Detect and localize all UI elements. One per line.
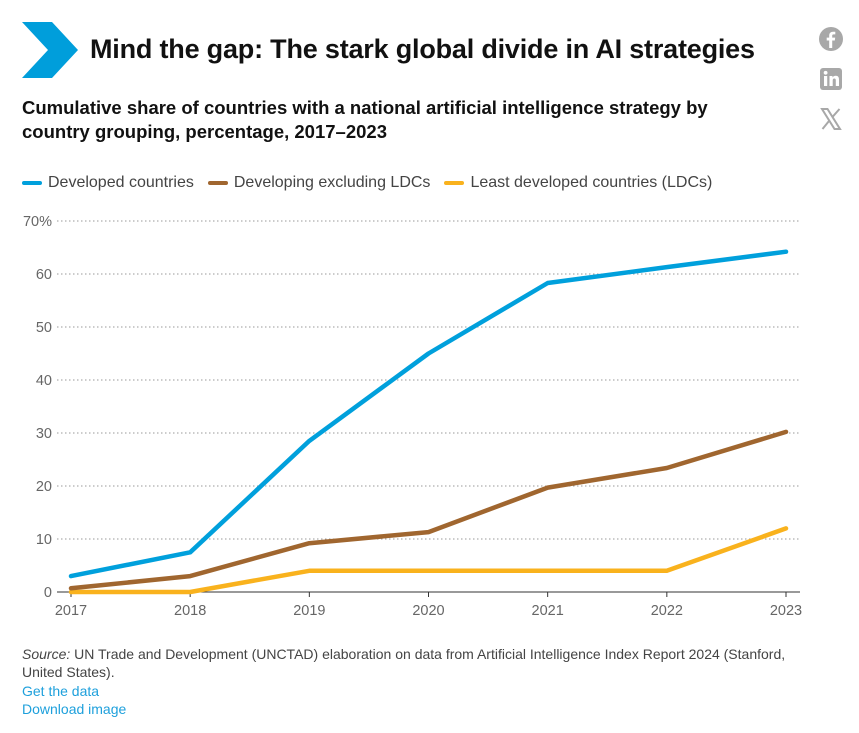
legend-item-ldc: Least developed countries (LDCs): [444, 174, 712, 192]
source-label: Source:: [22, 646, 71, 662]
x-tick-label: 2019: [293, 603, 325, 619]
legend-swatch-developing: [207, 181, 228, 185]
page-title: Mind the gap: The stark global divide in…: [90, 34, 755, 64]
source-text: UN Trade and Development (UNCTAD) elabor…: [22, 646, 786, 680]
series-line-developed-countries: [68, 249, 789, 579]
series-line-developing-excluding-ldcs: [68, 429, 789, 591]
legend-item-developing: Developing excluding LDCs: [207, 174, 431, 192]
get-data-link[interactable]: Get the data: [22, 683, 100, 699]
chart-legend: Developed countries Developing excluding…: [22, 174, 712, 192]
y-tick-label: 0: [44, 585, 52, 601]
y-tick-label: 40: [36, 373, 52, 389]
unctad-chevron-logo: [22, 22, 78, 78]
x-tick-label: 2021: [532, 603, 564, 619]
line-chart: 0 10 20 30 40 50 60 70% 2017 2018 2019 2020 2021 2022…: [23, 214, 802, 619]
chart-subtitle: Cumulative share of countries with a nat…: [22, 97, 708, 142]
x-tick-label: 2023: [770, 603, 802, 619]
x-tick-label: 2020: [412, 603, 444, 619]
y-tick-label: 10: [36, 532, 52, 548]
legend-label-developing: Developing excluding LDCs: [233, 174, 431, 191]
linkedin-icon[interactable]: [818, 66, 844, 92]
y-tick-label: 20: [36, 479, 52, 495]
source-note: Source: UN Trade and Development (UNCTAD…: [22, 645, 822, 681]
legend-label-developed: Developed countries: [48, 174, 194, 191]
y-tick-label: 70%: [23, 214, 52, 230]
legend-swatch-developed: [22, 181, 42, 185]
download-image-link[interactable]: Download image: [22, 701, 127, 717]
series-line-least-developed-countries-ldcs: [68, 526, 789, 595]
x-tick-label: 2017: [55, 603, 87, 619]
y-tick-label: 30: [36, 426, 52, 442]
x-icon[interactable]: [818, 106, 844, 132]
legend-label-ldc: Least developed countries (LDCs): [470, 174, 713, 191]
y-tick-label: 50: [36, 320, 52, 336]
legend-swatch-ldc: [444, 181, 465, 185]
facebook-icon[interactable]: [818, 26, 844, 52]
y-tick-label: 60: [36, 267, 52, 283]
x-tick-label: 2022: [651, 603, 683, 619]
legend-item-developed: Developed countries: [22, 174, 194, 192]
x-tick-label: 2018: [174, 603, 206, 619]
